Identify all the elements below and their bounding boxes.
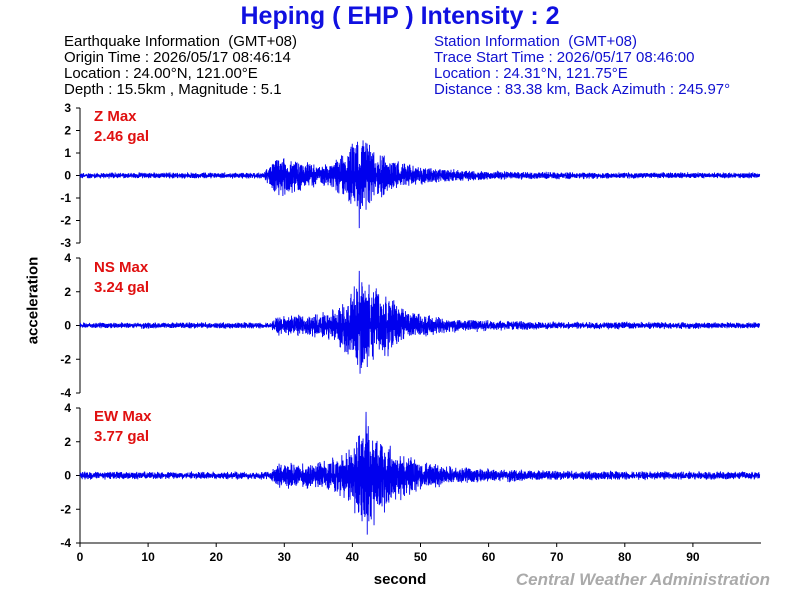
ew-y-tick-label: -4 xyxy=(60,536,71,550)
z-y-tick-label: 3 xyxy=(64,101,71,115)
x-axis-label: second xyxy=(373,571,427,588)
z-waveform xyxy=(79,140,761,229)
station-info: Station Information (GMT+08) Trace Start … xyxy=(434,34,730,98)
agency-credit: Central Weather Administration xyxy=(515,570,770,589)
ns-y-tick-label: -4 xyxy=(60,386,71,400)
x-tick-label: 50 xyxy=(414,550,428,564)
x-tick-label: 10 xyxy=(141,550,155,564)
ew-y-tick-label: -2 xyxy=(60,502,71,516)
ew-max-value: 3.77 gal xyxy=(94,428,150,445)
x-tick-label: 20 xyxy=(210,550,224,564)
ew-max-title: EW Max xyxy=(94,408,152,425)
ns-y-tick-label: -2 xyxy=(60,352,71,366)
earthquake-info-heading: Earthquake Information (GMT+08) xyxy=(64,33,298,50)
x-tick-label: 0 xyxy=(77,550,84,564)
origin-time: Origin Time : 2026/05/17 08:46:14 xyxy=(64,49,291,66)
x-tick-label: 90 xyxy=(686,550,700,564)
earthquake-info: Earthquake Information (GMT+08) Origin Ti… xyxy=(64,34,297,98)
trace-start-time: Trace Start Time : 2026/05/17 08:46:00 xyxy=(434,49,695,66)
y-axis-label: acceleration xyxy=(24,256,42,345)
ew-y-tick-label: 2 xyxy=(64,435,71,449)
x-tick-label: 70 xyxy=(550,550,564,564)
ew-max-label: EW Max 3.77 gal xyxy=(94,407,152,447)
x-tick-label: 40 xyxy=(346,550,360,564)
epicenter-location: Location : 24.00°N, 121.00°E xyxy=(64,65,258,82)
depth-magnitude: Depth : 15.5km , Magnitude : 5.1 xyxy=(64,81,282,98)
station-location: Location : 24.31°N, 121.75°E xyxy=(434,65,628,82)
z-max-value: 2.46 gal xyxy=(94,128,150,145)
ew-y-tick-label: 4 xyxy=(64,401,71,415)
ns-y-tick-label: 4 xyxy=(64,251,71,265)
x-tick-label: 80 xyxy=(618,550,632,564)
ew-waveform xyxy=(79,411,761,535)
ns-max-value: 3.24 gal xyxy=(94,279,150,296)
x-tick-label: 30 xyxy=(278,550,292,564)
z-y-tick-label: -2 xyxy=(60,214,71,228)
station-info-heading: Station Information (GMT+08) xyxy=(434,33,637,50)
ew-y-tick-label: 0 xyxy=(64,469,71,483)
ns-max-label: NS Max 3.24 gal xyxy=(94,258,149,298)
z-y-tick-label: -1 xyxy=(60,191,71,205)
z-y-tick-label: 0 xyxy=(64,169,71,183)
z-y-tick-label: 2 xyxy=(64,124,71,138)
ns-y-tick-label: 2 xyxy=(64,285,71,299)
distance-azimuth: Distance : 83.38 km, Back Azimuth : 245.… xyxy=(434,81,731,98)
ns-max-title: NS Max xyxy=(94,259,149,276)
ns-waveform xyxy=(79,270,761,374)
z-y-tick-label: -3 xyxy=(60,236,71,250)
x-tick-label: 60 xyxy=(482,550,496,564)
ns-y-tick-label: 0 xyxy=(64,319,71,333)
z-max-title: Z Max xyxy=(94,108,137,125)
chart-title: Heping ( EHP ) Intensity : 2 xyxy=(240,2,560,30)
z-y-tick-label: 1 xyxy=(64,146,71,160)
z-max-label: Z Max 2.46 gal xyxy=(94,107,149,147)
